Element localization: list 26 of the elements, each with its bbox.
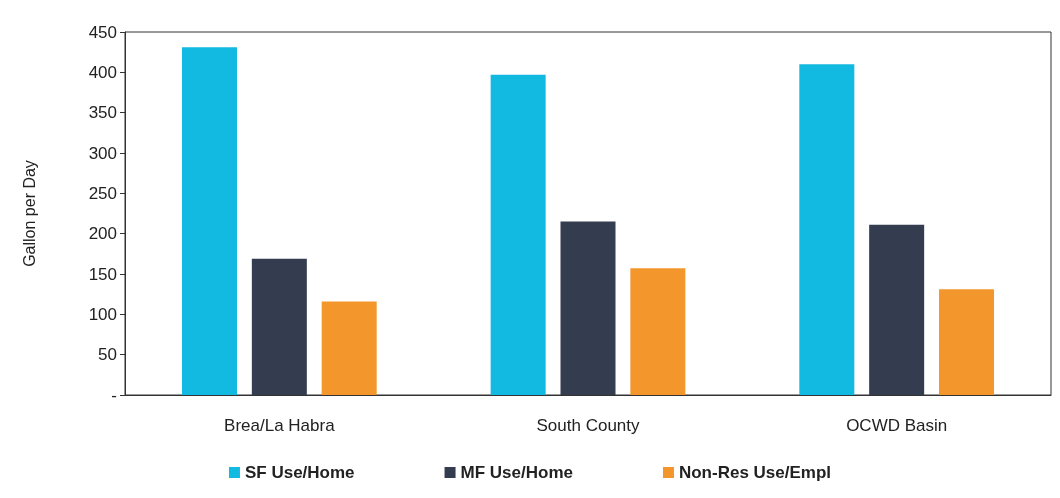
y-tick-label: 300 xyxy=(88,143,117,163)
bar xyxy=(560,221,616,395)
y-tick-label: 100 xyxy=(88,304,117,324)
bar xyxy=(630,268,686,395)
bar xyxy=(321,301,377,395)
y-tick-label: 50 xyxy=(98,345,117,365)
y-axis-title: Gallon per Day xyxy=(20,160,38,267)
y-tick-label: - xyxy=(111,385,117,405)
y-tick-label: 150 xyxy=(88,264,117,284)
bar xyxy=(939,289,995,395)
bar xyxy=(251,258,307,395)
y-tick-label: 400 xyxy=(88,62,117,82)
y-tick-label: 350 xyxy=(88,103,117,123)
y-tick-label: 250 xyxy=(88,183,117,203)
legend-label: MF Use/Home xyxy=(460,463,573,482)
x-tick-label: Brea/La Habra xyxy=(224,416,336,435)
y-tick-label: 450 xyxy=(88,22,117,42)
x-tick-label: South County xyxy=(536,416,640,435)
y-tick-label: 200 xyxy=(88,224,117,244)
bar xyxy=(799,64,855,395)
legend-label: SF Use/Home xyxy=(244,463,355,482)
bar xyxy=(869,224,925,395)
legend-label: Non-Res Use/Empl xyxy=(678,463,832,482)
x-tick-label: OCWD Basin xyxy=(846,416,948,435)
bar xyxy=(181,47,237,395)
bar xyxy=(490,74,546,395)
